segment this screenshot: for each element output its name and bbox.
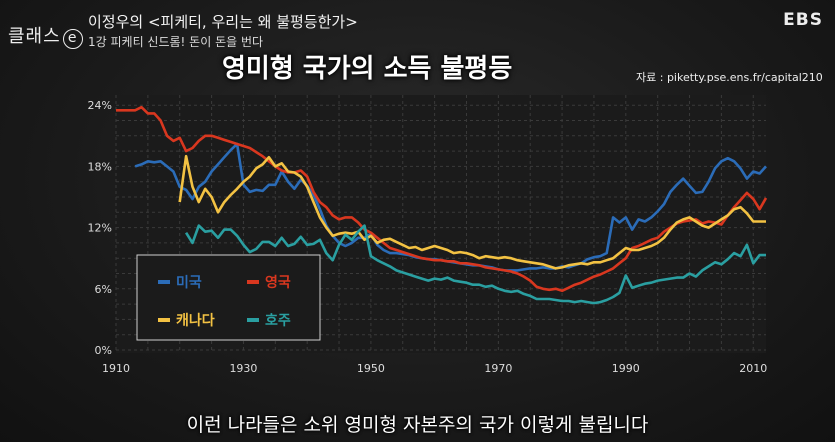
y-tick-label: 18% xyxy=(88,160,112,173)
series-line-영국 xyxy=(116,105,768,293)
y-tick-label: 24% xyxy=(88,99,112,112)
series-line-캐나다 xyxy=(178,154,766,270)
x-axis-ticks: 1910 1930 1950 1970 1990 2010 xyxy=(102,362,767,375)
brand-e-icon: e xyxy=(62,29,83,49)
legend-box xyxy=(136,254,321,341)
episode-subtitle: 1강 피케티 신드롬! 돈이 돈을 번다 xyxy=(88,35,264,49)
legend-label: 호주 xyxy=(265,313,291,329)
x-tick-label: 1950 xyxy=(357,362,385,375)
chart-title: 영미형 국가의 소득 불평등 xyxy=(222,54,513,84)
x-tick-label: 1970 xyxy=(484,362,512,375)
brand-logo: 클래스 e xyxy=(8,22,83,49)
x-tick-label: 1910 xyxy=(102,362,130,375)
series-line-호주 xyxy=(184,224,766,305)
x-tick-label: 1930 xyxy=(229,362,257,375)
x-tick-label: 1990 xyxy=(612,362,640,375)
y-axis-ticks: 0% 6% 12% 18% 24% xyxy=(88,99,112,357)
legend-label: 캐나다 xyxy=(176,313,215,329)
legend-label: 미국 xyxy=(176,275,202,291)
episode-title: 이정우의 <피케티, 우리는 왜 불평등한가> xyxy=(88,13,358,31)
y-tick-label: 0% xyxy=(95,344,112,357)
brand-text: 클래스 xyxy=(8,26,61,47)
ebs-logo: EBS xyxy=(783,10,823,30)
legend-label: 영국 xyxy=(265,274,291,291)
x-tick-label: 2010 xyxy=(739,362,767,375)
y-tick-label: 6% xyxy=(95,283,112,296)
episode-info: 이정우의 <피케티, 우리는 왜 불평등한가> 1강 피케티 신드롬! 돈이 돈… xyxy=(88,12,358,52)
video-caption: 이런 나라들은 소위 영미형 자본주의 국가 이렇게 불립니다 xyxy=(186,414,649,436)
y-tick-label: 12% xyxy=(88,222,112,235)
series-lines xyxy=(116,105,768,305)
source-note: 자료 : piketty.pse.ens.fr/capital210 xyxy=(636,71,823,84)
